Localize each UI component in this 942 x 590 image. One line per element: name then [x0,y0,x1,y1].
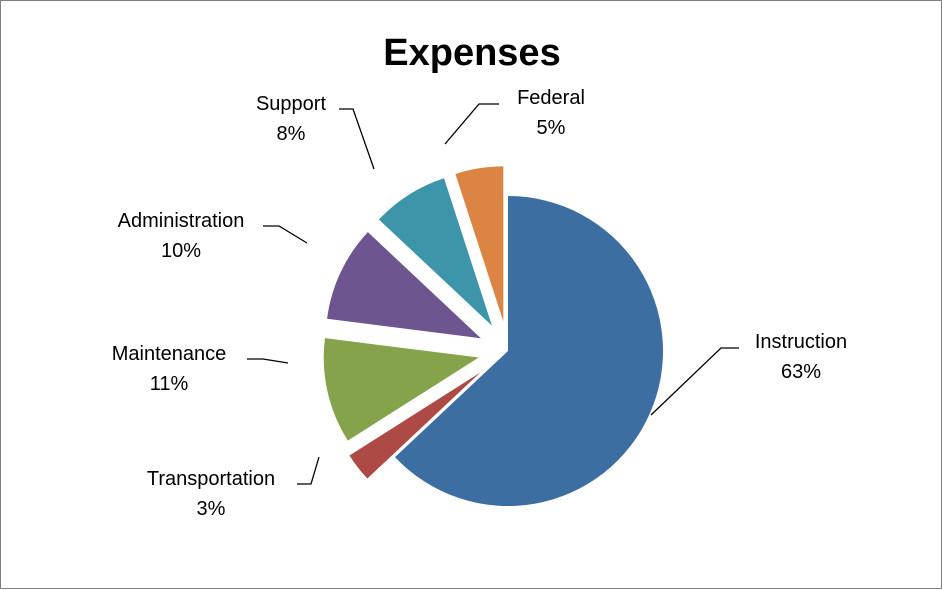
slice-label-transportation: Transportation [147,468,275,490]
pie-slice-transportation [349,372,481,479]
labels-layer: Instruction 63% Transportation 3% Maintenanc… [112,87,847,520]
chart-title: Expenses [383,32,560,74]
leader-line-administration [263,225,308,244]
leader-lines-layer [247,103,739,485]
slice-percent-instruction: 63% [781,361,821,383]
leader-line-transportation [297,456,320,485]
slices-layer [323,166,664,506]
pie-slice-administration [327,232,481,339]
leader-line-federal [444,103,499,145]
leader-line-support [339,108,375,170]
slice-label-administration: Administration [118,210,245,232]
pie-slice-support [378,178,492,326]
pie-slice-maintenance [323,338,479,441]
slice-label-federal: Federal [517,87,585,109]
slice-percent-federal: 5% [537,117,566,139]
pie-slice-federal [455,166,504,322]
pie-slice-instruction [395,196,664,506]
slice-percent-support: 8% [277,123,306,145]
slice-percent-maintenance: 11% [150,373,189,395]
slice-percent-administration: 10% [161,240,201,262]
leader-line-maintenance [247,358,289,364]
slice-percent-transportation: 3% [197,498,226,520]
slice-label-maintenance: Maintenance [112,343,227,365]
slice-label-support: Support [256,93,326,115]
leader-line-instruction [650,347,739,416]
slice-label-instruction: Instruction [755,331,847,353]
